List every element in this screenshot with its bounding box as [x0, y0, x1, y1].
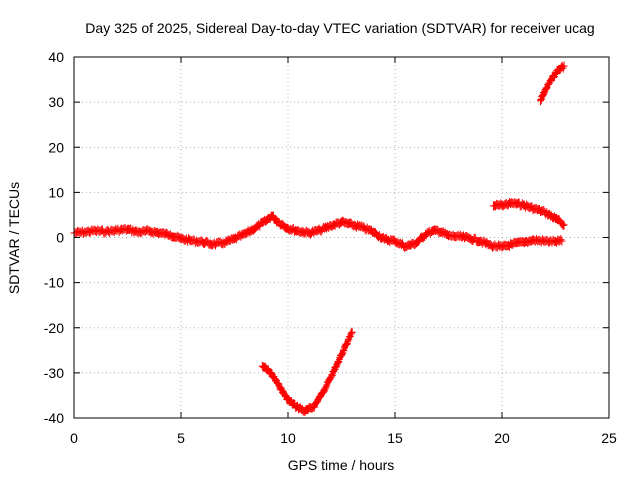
y-tick-label: -30 — [44, 365, 64, 381]
y-tick-label: 0 — [56, 230, 64, 246]
y-axis-label: SDTVAR / TECUs — [6, 182, 22, 294]
x-tick-label: 20 — [494, 430, 510, 446]
data-point-marker — [339, 345, 347, 355]
y-tick-label: 20 — [48, 139, 64, 155]
x-tick-label: 15 — [387, 430, 403, 446]
data-point-marker — [541, 85, 549, 95]
data-point-marker — [327, 372, 335, 382]
series-dip — [258, 327, 356, 416]
data-point-marker — [335, 357, 343, 367]
x-tick-label: 5 — [177, 430, 185, 446]
data-point — [558, 236, 566, 246]
y-tick-label: 10 — [48, 184, 64, 200]
y-tick-label: -20 — [44, 320, 64, 336]
data-point — [348, 327, 356, 337]
data-point-marker — [343, 338, 351, 348]
chart-title: Day 325 of 2025, Sidereal Day-to-day VTE… — [85, 20, 594, 36]
data-point-marker — [328, 371, 336, 381]
x-tick-label: 0 — [70, 430, 78, 446]
data-point-marker — [320, 386, 328, 396]
series-main — [70, 211, 566, 252]
data-point-marker — [322, 381, 330, 391]
data-point-marker — [559, 63, 567, 73]
x-tick-label: 10 — [280, 430, 296, 446]
tick-layer: 0 5 10 15 20 25 -40 -30 -20 -10 0 10 20 30 40 — [44, 49, 617, 446]
data-point — [560, 220, 568, 230]
data-layer — [70, 61, 568, 416]
data-point-marker — [557, 235, 565, 245]
data-point-marker — [543, 84, 551, 94]
y-tick-label: -40 — [44, 410, 64, 426]
series-late-upper — [489, 197, 568, 231]
y-tick-label: 30 — [48, 94, 64, 110]
y-tick-label: -10 — [44, 275, 64, 291]
x-tick-label: 25 — [601, 430, 617, 446]
series-late-high — [537, 61, 568, 106]
y-tick-label: 40 — [48, 49, 64, 65]
data-point — [560, 61, 568, 71]
data-point-marker — [559, 221, 567, 231]
x-axis-label: GPS time / hours — [288, 457, 395, 473]
